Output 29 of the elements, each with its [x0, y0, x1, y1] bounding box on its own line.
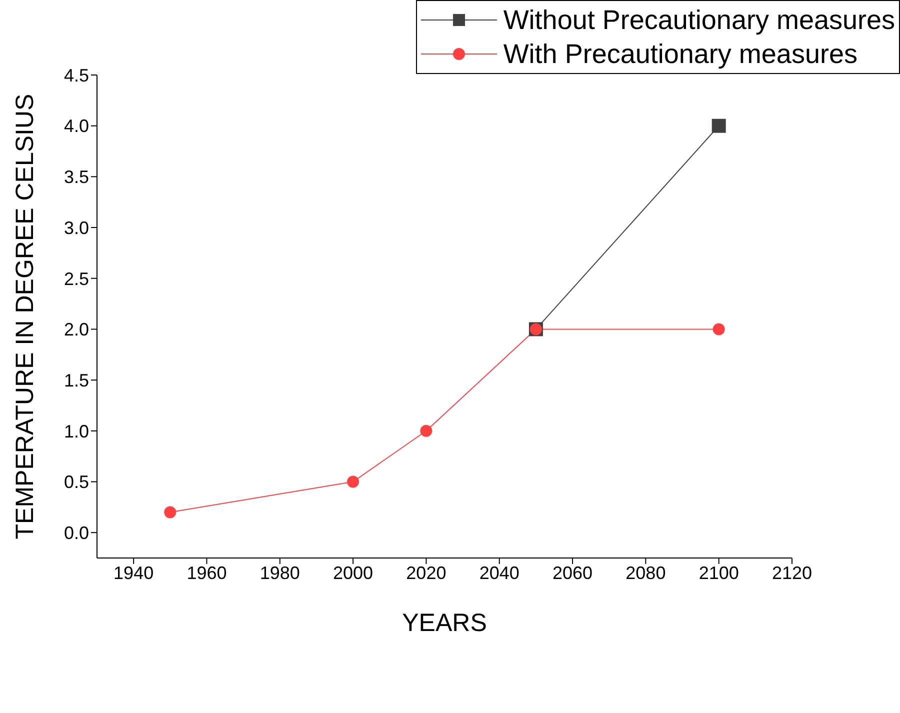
y-tick-label: 2.5	[64, 268, 89, 289]
point	[712, 323, 725, 336]
x-tick-label: 2060	[552, 562, 593, 583]
point	[347, 476, 360, 488]
point	[164, 506, 176, 518]
x-tick-label: 2080	[626, 562, 666, 583]
y-tick-label: 1.0	[64, 421, 89, 442]
y-tick-label: 1.5	[64, 370, 89, 390]
x-tick-label: 2020	[406, 562, 446, 583]
legend-label: With Precautionary measures	[503, 38, 858, 71]
y-tick-label: 0.5	[64, 472, 89, 492]
point	[712, 118, 726, 133]
x-axis-title: YEARS	[402, 609, 487, 637]
y-tick-label: 4.5	[64, 65, 89, 86]
x-tick-label: 1980	[260, 562, 300, 583]
x-tick-label: 2120	[772, 562, 812, 583]
point	[420, 424, 432, 437]
y-tick-label: 3.0	[64, 218, 89, 238]
legend-label: Without Precautionary measures	[503, 4, 895, 37]
x-tick-label: 1960	[186, 562, 227, 583]
y-tick-label: 2.0	[64, 320, 89, 340]
y-tick-label: 3.5	[64, 167, 89, 188]
x-tick-label: 2000	[333, 562, 374, 583]
y-axis-title: TEMPERATURE IN DEGREE CELSIUS	[10, 94, 39, 540]
x-tick-label: 1940	[114, 562, 154, 583]
y-tick-label: 0.0	[64, 522, 89, 543]
x-tick-label: 2100	[698, 562, 739, 583]
x-tick-label: 2040	[479, 562, 520, 583]
y-tick-label: 4.0	[64, 116, 89, 136]
